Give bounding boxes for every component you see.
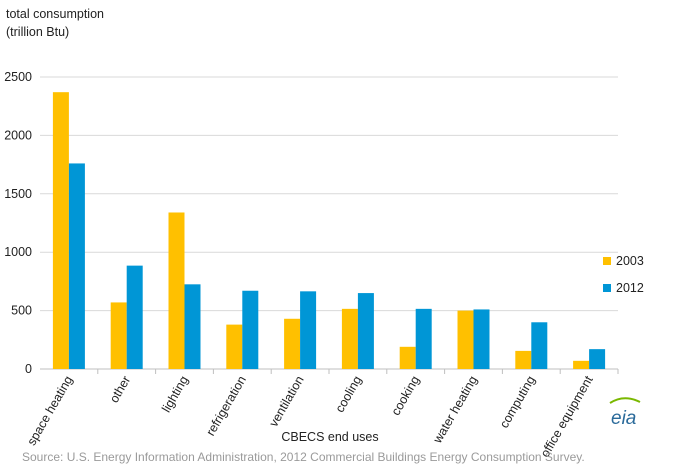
bar-2003-office-equipment <box>573 360 590 369</box>
y-tick-label: 2500 <box>4 70 32 84</box>
y-tick-label: 2000 <box>4 128 32 142</box>
x-tick-label: refrigeration <box>203 373 248 438</box>
bar-2012-computing <box>531 322 548 369</box>
bar-2003-lighting <box>168 212 185 369</box>
x-tick-label: cooking <box>389 373 423 417</box>
y-axis-title-line1: total consumption <box>6 7 104 21</box>
y-axis-ticks: 0 500 1000 1500 2000 2500 <box>4 70 32 376</box>
bar-2012-cooking <box>415 308 432 369</box>
x-tick-label: computing <box>497 373 538 430</box>
bar-2003-computing <box>515 350 532 369</box>
bar-2003-water-heating <box>457 310 474 369</box>
bars <box>52 92 606 370</box>
x-tick-label: cooling <box>333 373 365 414</box>
bar-2012-ventilation <box>300 291 317 369</box>
bar-2012-refrigeration <box>242 290 259 369</box>
legend-swatch-2012 <box>603 284 611 292</box>
bar-2012-office-equipment <box>589 349 606 369</box>
bar-2003-refrigeration <box>226 324 243 369</box>
y-tick-label: 0 <box>25 362 32 376</box>
bar-2012-lighting <box>184 284 201 369</box>
y-tick-label: 1500 <box>4 187 32 201</box>
bar-2012-other <box>126 265 143 369</box>
x-tick-label: lighting <box>159 373 191 414</box>
x-tick-label: ventilation <box>266 373 306 429</box>
bar-2003-space-heating <box>52 92 69 370</box>
x-tick-label: other <box>107 374 133 406</box>
legend-swatch-2003 <box>603 257 611 265</box>
source-note: Source: U.S. Energy Information Administ… <box>22 450 585 464</box>
bar-2003-other <box>110 302 127 369</box>
x-axis-ticks: space heating other lighting refrigeration v… <box>24 373 596 460</box>
y-tick-label: 1000 <box>4 245 32 259</box>
eia-logo-icon: eia <box>609 397 641 429</box>
bar-2003-cooking <box>399 346 416 369</box>
bar-2003-cooling <box>341 308 358 369</box>
legend: 2003 2012 <box>603 254 644 295</box>
x-tick-label: water heating <box>430 373 480 446</box>
legend-label-2012: 2012 <box>616 281 644 295</box>
bar-2012-cooling <box>357 293 374 369</box>
eia-logo-text: eia <box>611 408 636 429</box>
bar-2003-ventilation <box>284 318 301 369</box>
x-axis-title: CBECS end uses <box>281 430 378 444</box>
legend-label-2003: 2003 <box>616 254 644 268</box>
bar-2012-water-heating <box>473 309 490 369</box>
y-tick-label: 500 <box>11 304 32 318</box>
y-axis-title-line2: (trillion Btu) <box>6 25 69 39</box>
bar-2012-space-heating <box>68 163 85 369</box>
x-tick-label: office equipment <box>538 373 596 460</box>
x-tick-label: space heating <box>24 373 75 447</box>
